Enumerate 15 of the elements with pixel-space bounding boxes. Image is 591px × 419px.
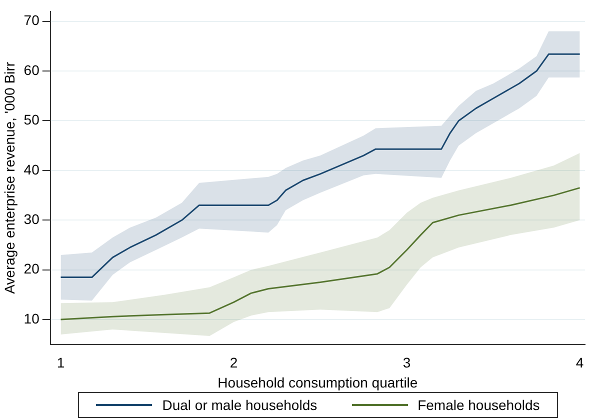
y-tick-label: 20 [24, 260, 40, 277]
legend-label: Female households [418, 397, 540, 413]
x-tick-label: 1 [56, 354, 65, 371]
y-tick-label: 40 [24, 161, 40, 178]
x-axis-title: Household consumption quartile [218, 374, 418, 390]
x-tick-label: 4 [576, 354, 584, 371]
y-tick-label: 10 [24, 310, 40, 326]
y-tick-label: 70 [24, 12, 40, 28]
x-tick-label: 2 [230, 354, 238, 371]
y-axis-title: Average enterprise revenue, '000 Birr [1, 62, 18, 294]
legend-label: Dual or male households [162, 397, 318, 413]
x-tick-label: 3 [402, 354, 411, 371]
y-tick-label: 30 [24, 211, 40, 228]
y-tick-label: 50 [24, 112, 40, 128]
y-tick-label: 60 [24, 62, 40, 78]
